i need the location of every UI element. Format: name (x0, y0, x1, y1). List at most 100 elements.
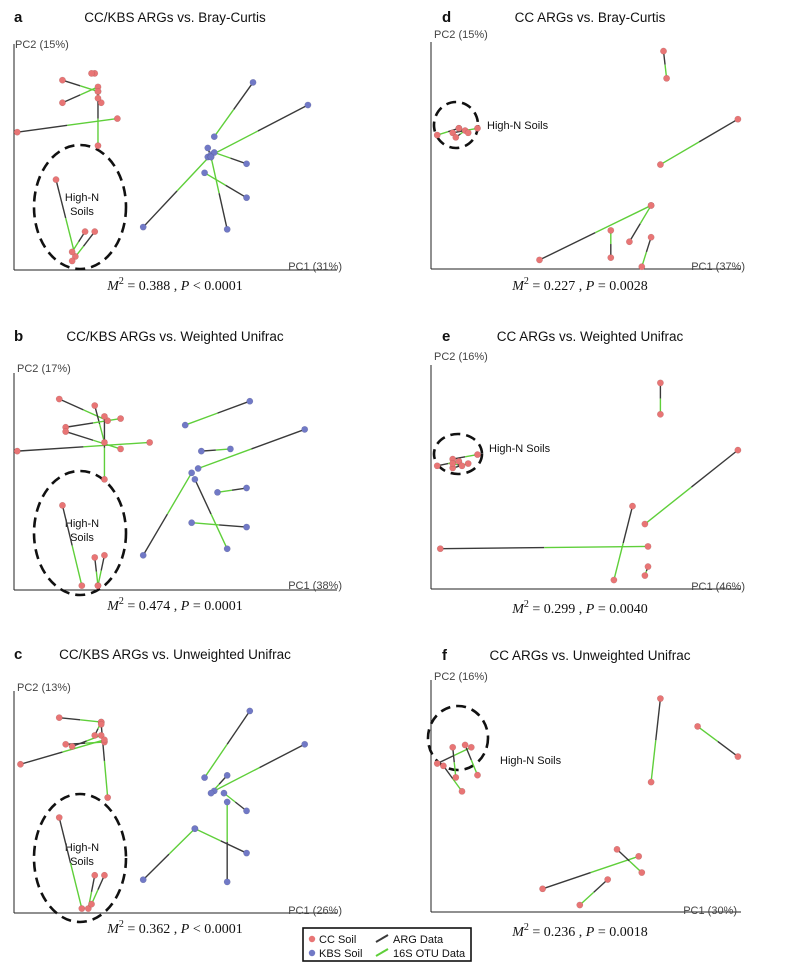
cc-soil-point (433, 131, 441, 139)
cc-soil-point (644, 542, 652, 550)
cc-soil-point (439, 762, 447, 770)
cc-soil-point (104, 794, 112, 802)
kbs-soil-point (188, 519, 196, 527)
kbs-soil-point (243, 523, 251, 531)
cc-soil-point (604, 876, 612, 883)
stat-m-value: = 0.474 , (124, 599, 181, 614)
high-n-label: High-N Soils (500, 755, 562, 767)
kbs-soil-point (197, 447, 205, 455)
panel-title: CC ARGs vs. Weighted Unifrac (497, 329, 684, 344)
otu-segment (544, 545, 649, 549)
cc-soil-point (449, 129, 457, 137)
cc-soil-point (656, 161, 664, 169)
kbs-soil-point (246, 397, 254, 405)
x-axis-label: PC1 (37%) (691, 261, 745, 273)
cc-soil-point (734, 446, 742, 454)
arg-segment (58, 817, 72, 864)
cc-soil-point (62, 428, 70, 436)
otu-segment (203, 743, 228, 778)
cc-soil-point (91, 554, 99, 561)
high-n-label: High-N Soils (487, 120, 549, 132)
cc-soil-point (62, 740, 70, 748)
arg-segment (655, 698, 662, 741)
cc-soil-point (452, 773, 460, 781)
stat-p-value: < 0.0001 (189, 922, 242, 937)
otu-segment (83, 441, 150, 448)
stat-text: M2 = 0.362 , P < 0.0001 (106, 919, 243, 937)
x-axis-label: PC1 (46%) (691, 581, 745, 593)
cc-soil-point (100, 438, 108, 446)
stat-m-symbol: M (511, 279, 525, 294)
kbs-soil-point (207, 153, 215, 161)
x-axis-label: PC1 (26%) (288, 905, 342, 917)
otu-segment (594, 204, 652, 234)
arg-segment (17, 124, 68, 133)
x-axis-label: PC1 (31%) (288, 261, 342, 273)
high-n-label: Soils (70, 206, 94, 218)
cc-soil-point (88, 900, 95, 908)
cc-soil-point (607, 226, 615, 234)
otu-segment (697, 725, 719, 743)
kbs-soil-point (243, 160, 251, 168)
high-n-label: High-N (65, 842, 99, 854)
cc-soil-point (91, 731, 99, 739)
kbs-soil-point (223, 878, 231, 886)
cc-soil-point (433, 462, 441, 470)
cc-soil-point (458, 787, 466, 795)
stat-text: M2 = 0.299 , P = 0.0040 (511, 599, 648, 617)
otu-segment (80, 719, 102, 723)
panel-title: CC/KBS ARGs vs. Weighted Unifrac (66, 329, 284, 344)
stat-p-symbol: P (180, 279, 190, 294)
cc-soil-swatch (308, 935, 316, 943)
cc-soil-point (17, 760, 24, 768)
otu-segment (191, 522, 220, 526)
stat-text: M2 = 0.388 , P < 0.0001 (106, 276, 243, 294)
panel-e: e CC ARGs vs. Weighted Unifrac PC2 (16%) PC… (430, 328, 745, 617)
cc-soil-point (433, 760, 441, 767)
arg-segment (65, 430, 94, 441)
y-axis-label: PC2 (16%) (434, 671, 488, 683)
otu-segment (644, 486, 692, 525)
stat-m-value: = 0.299 , (529, 602, 586, 617)
stat-m-symbol: M (106, 599, 120, 614)
y-axis-label: PC2 (16%) (434, 351, 488, 363)
kbs-soil-point (204, 144, 212, 152)
otu-segment (69, 862, 83, 909)
kbs-soil-point (243, 194, 251, 202)
kbs-soil-point (243, 807, 251, 815)
high-n-circle (32, 469, 128, 597)
kbs-soil-point (301, 740, 309, 748)
cc-soil-point (641, 520, 649, 528)
cc-soil-point (94, 88, 102, 95)
cc-soil-point (635, 852, 643, 860)
cc-soil-point (474, 124, 481, 132)
arg-segment (251, 428, 305, 450)
high-n-circle (432, 432, 484, 476)
cc-soil-point (59, 99, 66, 107)
arg-segment (233, 82, 254, 110)
kbs-soil-point (201, 169, 209, 177)
cc-soil-point (613, 845, 621, 853)
stat-m-exponent: 2 (119, 919, 124, 930)
panel-title: CC/KBS ARGs vs. Bray-Curtis (84, 10, 266, 25)
arg-segment (65, 422, 94, 428)
arg-segment (440, 546, 545, 550)
kbs-soil-point (194, 465, 202, 472)
stat-p-symbol: P (585, 925, 595, 940)
stat-text: M2 = 0.227 , P = 0.0028 (511, 276, 648, 294)
arg-segment (539, 232, 596, 261)
panel-c: c CC/KBS ARGs vs. Unweighted Unifrac PC2 (… (13, 646, 342, 937)
cc-soil-point (734, 115, 742, 123)
arg-segment (220, 840, 247, 854)
panel-letter: c (14, 646, 22, 663)
cc-soil-point (436, 545, 444, 553)
cc-soil-point (455, 457, 463, 465)
cc-soil-point (734, 753, 742, 761)
otu-segment (213, 766, 260, 792)
otu-segment (62, 739, 105, 753)
arg-segment (257, 104, 309, 132)
otu-segment (71, 545, 83, 586)
otu-segment (639, 205, 652, 224)
